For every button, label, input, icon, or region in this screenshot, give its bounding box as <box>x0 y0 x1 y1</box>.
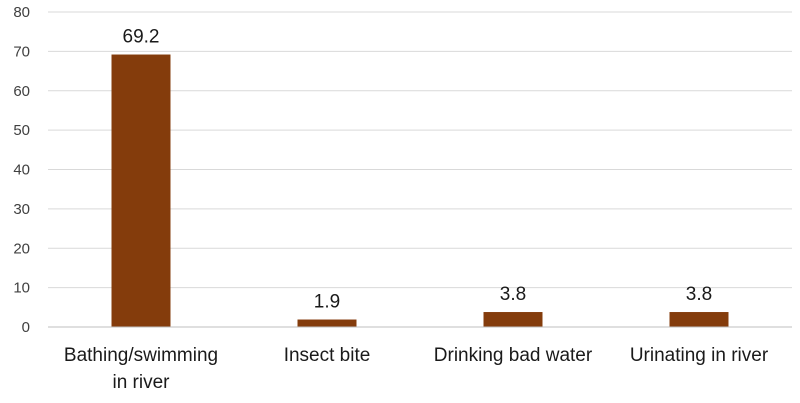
category-label-line: Drinking bad water <box>434 345 593 366</box>
bar <box>669 312 729 327</box>
data-label: 1.9 <box>314 292 340 313</box>
bar <box>297 319 357 327</box>
category-label-line: Insect bite <box>284 345 371 366</box>
bar <box>111 54 171 328</box>
category-label-line: Bathing/swimming <box>64 345 218 366</box>
y-tick-label: 50 <box>13 122 30 139</box>
category-label: Urinating in river <box>630 345 769 366</box>
y-tick-label: 70 <box>13 43 30 60</box>
y-tick-label: 60 <box>13 83 30 100</box>
y-tick-label: 20 <box>13 240 30 257</box>
category-label: Insect bite <box>284 345 371 366</box>
category-label-line: Urinating in river <box>630 345 769 366</box>
y-tick-label: 0 <box>22 319 30 336</box>
data-label: 3.8 <box>686 284 712 305</box>
y-axis-ticks: 0 10 20 30 40 50 60 70 80 <box>13 4 30 336</box>
bars <box>111 54 729 328</box>
category-label: Drinking bad water <box>434 345 593 366</box>
category-label: Bathing/swimming in river <box>64 345 218 393</box>
y-tick-label: 30 <box>13 201 30 218</box>
y-tick-label: 10 <box>13 280 30 297</box>
category-labels: Bathing/swimming in river Insect bite Drink… <box>64 345 769 393</box>
data-labels: 69.2 1.9 3.8 3.8 <box>123 27 713 313</box>
y-tick-label: 40 <box>13 162 30 179</box>
bar <box>483 312 543 327</box>
category-label-line: in river <box>112 372 170 393</box>
data-label: 3.8 <box>500 284 526 305</box>
data-label: 69.2 <box>123 27 160 48</box>
gridlines <box>48 11 792 289</box>
y-tick-label: 80 <box>13 4 30 21</box>
